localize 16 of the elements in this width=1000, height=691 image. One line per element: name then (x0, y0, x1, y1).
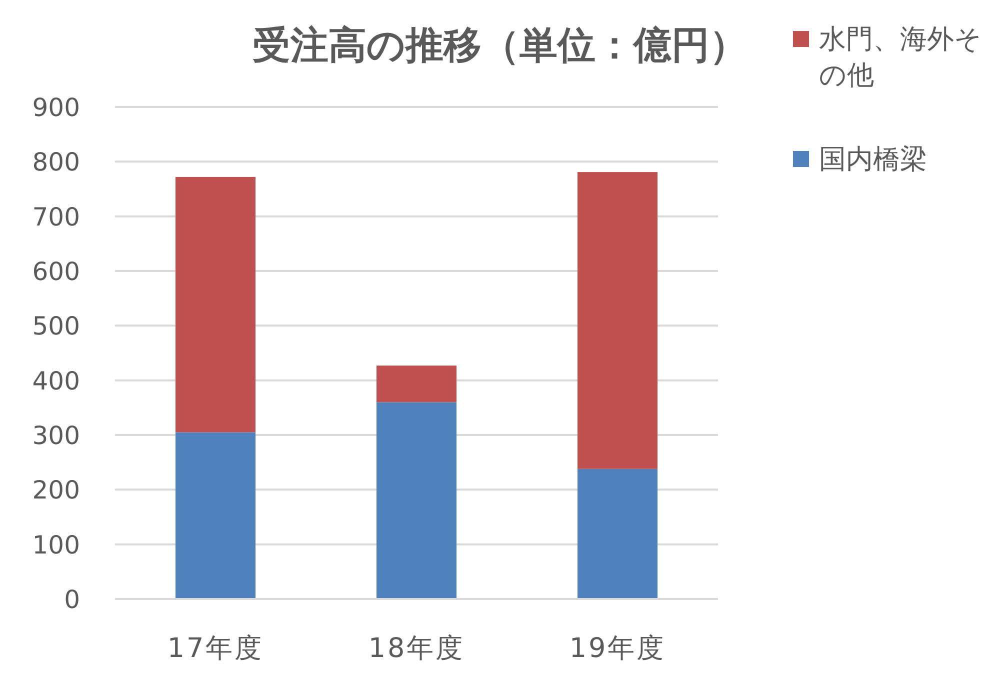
y-tick-label: 600 (32, 257, 80, 286)
y-tick-label: 400 (32, 366, 80, 396)
y-tick-label: 800 (32, 148, 80, 177)
y-tick-label: 700 (32, 202, 80, 232)
x-tick-label: 18年度 (368, 633, 465, 664)
y-tick-label: 500 (32, 312, 80, 341)
chart-title: 受注高の推移（単位：億円） (252, 23, 748, 67)
legend-label: 国内橋梁 (819, 144, 927, 175)
y-tick-label: 100 (32, 530, 80, 560)
x-tick-label: 17年度 (167, 633, 264, 664)
x-tick-label: 19年度 (569, 633, 666, 664)
y-tick-label: 200 (32, 476, 80, 505)
y-tick-label: 900 (32, 93, 80, 122)
y-tick-label: 300 (32, 421, 80, 450)
y-tick-label: 0 (64, 585, 80, 614)
legend-label: 水門、海外その他 (819, 24, 982, 91)
